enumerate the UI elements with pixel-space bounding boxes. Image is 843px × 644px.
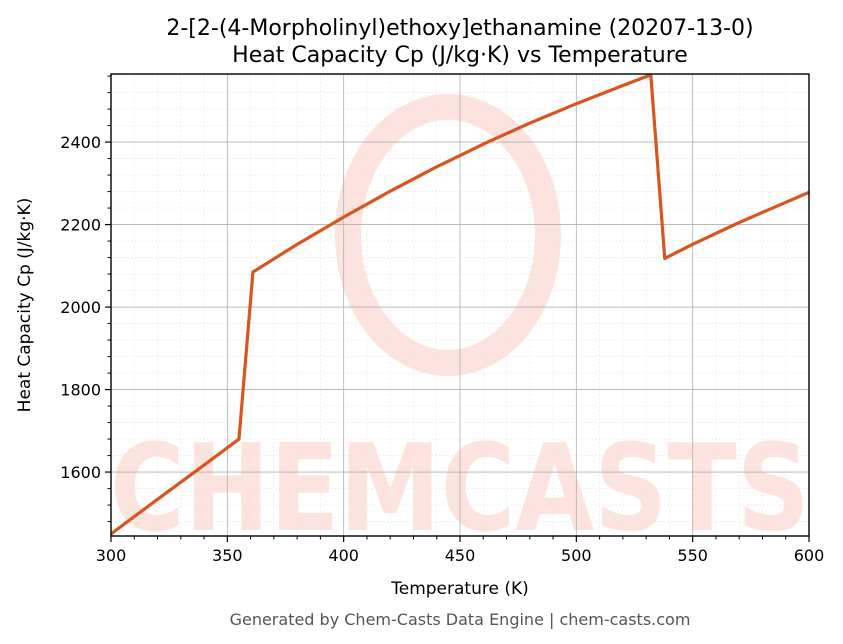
footer-credit: Generated by Chem-Casts Data Engine | ch… [230, 610, 691, 629]
x-tick-label: 450 [445, 546, 476, 565]
y-tick-label: 2000 [60, 298, 101, 317]
axis-ticks [105, 75, 810, 542]
x-tick-labels: 300 350 400 450 500 550 600 [96, 546, 825, 565]
chart-title: 2-[2-(4-Morpholinyl)ethoxy]ethanamine (2… [166, 16, 753, 41]
y-tick-labels: 1600 1800 2000 2200 2400 [60, 133, 101, 482]
y-tick-label: 2200 [60, 216, 101, 235]
x-tick-label: 350 [212, 546, 243, 565]
x-tick-label: 300 [96, 546, 127, 565]
x-tick-label: 500 [561, 546, 592, 565]
x-tick-label: 400 [328, 546, 359, 565]
y-tick-label: 1600 [60, 463, 101, 482]
chart-subtitle: Heat Capacity Cp (J/kg·K) vs Temperature [232, 43, 688, 68]
x-tick-label: 600 [794, 546, 825, 565]
series-line [111, 74, 809, 536]
y-tick-label: 2400 [60, 133, 101, 152]
x-axis-label: Temperature (K) [390, 579, 529, 599]
major-grid [111, 74, 809, 536]
x-tick-label: 550 [677, 546, 708, 565]
y-tick-label: 1800 [60, 381, 101, 400]
y-axis-label: Heat Capacity Cp (J/kg·K) [15, 198, 35, 413]
